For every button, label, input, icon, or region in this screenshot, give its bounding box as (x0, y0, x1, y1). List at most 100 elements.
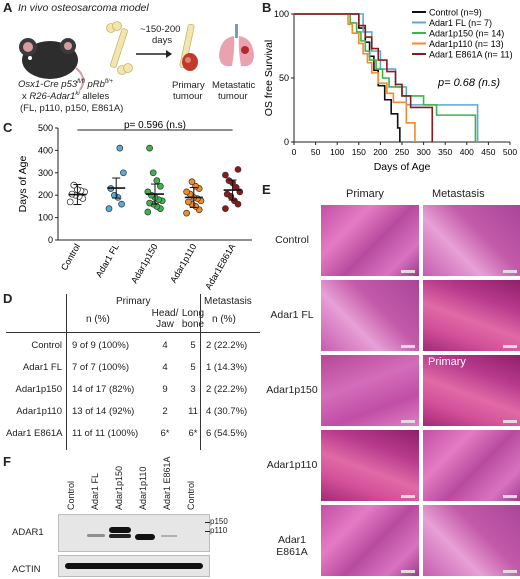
histology-row-label: Control (275, 234, 309, 246)
age-dot-plot: 0 100 200 300 400 500 Days of Age p= 0.596 (n.s… (17, 120, 252, 291)
panel-a-diagram (19, 21, 254, 91)
table-header-primary: Primary (116, 296, 151, 307)
y-tick-label: 100 (38, 213, 53, 223)
tumour-table: Primary Metastasis n (%) Head/ Jaw Long … (0, 290, 262, 450)
dot-point (185, 198, 192, 206)
band-label-p110: p110 (210, 526, 228, 535)
table-col-long-bone: Long bone (181, 308, 205, 330)
blot-adar1 (58, 514, 210, 552)
table-cell-head: 4 (162, 362, 168, 373)
table-col-head-jaw: Head/ Jaw (151, 308, 179, 330)
dot-point (66, 198, 74, 206)
x-tick-label: 0 (292, 147, 297, 157)
tumour-bone-icon (179, 23, 198, 71)
mouse-icon (19, 38, 85, 91)
table-col-n: n (%) (86, 314, 110, 325)
lane-label: Adar1p150 (114, 465, 124, 510)
histology-col-metastasis: Metastasis (432, 188, 485, 200)
survival-line-3 (294, 13, 416, 142)
table-col-meta-n: n (%) (212, 314, 236, 325)
dot-plot-pvalue: p= 0.596 (n.s) (124, 120, 186, 131)
survival-line-0 (294, 13, 401, 142)
table-cell-meta: 2 (22.2%) (206, 384, 248, 395)
y-tick-label: 300 (38, 168, 53, 178)
arrow-label-1: ~150-200 (140, 24, 181, 35)
legend-label-1: Adar1 FL (n= 7) (429, 18, 492, 28)
histology-primary-image (320, 204, 420, 277)
survival-chart: 0 50 100 0 50 100 150 200 250 300 350 400 450 500 Days… (263, 8, 517, 174)
table-cell-name: Adar1 E861A (6, 428, 63, 439)
table-cell-long: 5 (190, 362, 196, 373)
dot-point (234, 166, 242, 173)
table-cell-meta: 1 (14.3%) (206, 362, 248, 373)
lane-label: Adar1p110 (138, 466, 148, 510)
y-tick-label: 100 (274, 9, 289, 19)
dot-point (149, 169, 157, 177)
table-cell-name: Adar1p110 (16, 406, 62, 417)
arrow-label-2: days (152, 35, 173, 46)
table-cell-head: 2 (162, 406, 168, 417)
table-cell-name: Adar1 FL (22, 362, 62, 373)
genotype-alleles: (FL, p110, p150, E861A) (20, 103, 124, 114)
dot-point (223, 190, 231, 198)
y-tick-label: 0 (48, 235, 53, 245)
table-cell-head: 4 (162, 340, 168, 351)
y-tick-label: 500 (38, 123, 53, 133)
y-axis-label: Days of Age (17, 156, 29, 213)
panel-letter-c: C (3, 120, 13, 135)
lane-label: Adar1 FL (90, 472, 100, 510)
table-cell-n: 9 of 9 (100%) (72, 340, 130, 351)
metastatic-tumour-label-1: Metastatic (212, 80, 256, 91)
table-cell-head: 9 (162, 384, 168, 395)
panel-letter-f: F (3, 454, 11, 469)
dot-point (222, 171, 229, 179)
x-tick-label: 250 (395, 147, 409, 157)
histology-primary-image (320, 429, 420, 502)
dot-point (120, 169, 127, 177)
dot-point (222, 205, 229, 212)
x-tick-label: 100 (330, 147, 344, 157)
panel-letter-e: E (262, 182, 271, 197)
panel-letter-d: D (3, 291, 13, 306)
table-cell-n: 11 of 11 (100%) (72, 428, 139, 439)
table-cell-n: 13 of 14 (92%) (72, 406, 135, 417)
table-cell-n: 14 of 17 (82%) (72, 384, 135, 395)
histology-primary-image (320, 279, 420, 352)
x-tick-label: 500 (503, 147, 517, 157)
genotype-line-1: Osx1-Cre p53fl/fl pRbfl/+ (18, 79, 114, 91)
histology-row-label: Adar1p150 (266, 384, 318, 396)
table-cell-name: Control (31, 340, 62, 351)
x-axis-label: Days of Age (374, 161, 431, 173)
dot-point (146, 144, 153, 152)
x-tick-label: 450 (481, 147, 495, 157)
blot-actin (58, 555, 210, 577)
legend-label-0: Control (n=9) (429, 8, 482, 18)
y-tick-label: 400 (38, 145, 53, 155)
x-tick-label: 300 (417, 147, 431, 157)
panel-a-title: In vivo osteosarcoma model (18, 2, 149, 14)
dot-point (153, 177, 161, 184)
category-label: Adar1p150 (129, 242, 160, 285)
dot-point (118, 200, 125, 208)
survival-pvalue: p= 0.68 (n.s) (437, 77, 500, 89)
table-cell-long: 11 (188, 406, 198, 417)
histology-metastasis-image (422, 429, 520, 502)
histology-row-label: Adar1p110 (266, 459, 318, 471)
dot-point (116, 144, 124, 152)
table-cell-long: 6* (188, 428, 198, 439)
category-label: Adar1E861A (203, 242, 237, 291)
table-cell-meta: 4 (30.7%) (206, 406, 248, 417)
dot-point (146, 199, 153, 207)
western-blot-panel: Control Adar1 FL Adar1p150 Adar1p110 Adar1 E… (0, 454, 262, 579)
metastatic-tumour-label-2: tumour (218, 91, 248, 102)
histology-overlay-label: Primary (428, 356, 466, 368)
survival-line-4 (294, 13, 434, 142)
lane-label: Adar1 E861A (162, 456, 172, 510)
dot-point (105, 205, 113, 212)
legend-label-3: Adar1p110 (n= 13) (429, 39, 504, 49)
category-label: Adar1p110 (168, 242, 198, 285)
blot-label-adar1: ADAR1 (12, 527, 44, 538)
histology-primary-image (320, 504, 420, 577)
survival-line-2 (294, 13, 477, 142)
panel-letter-b: B (262, 0, 272, 15)
